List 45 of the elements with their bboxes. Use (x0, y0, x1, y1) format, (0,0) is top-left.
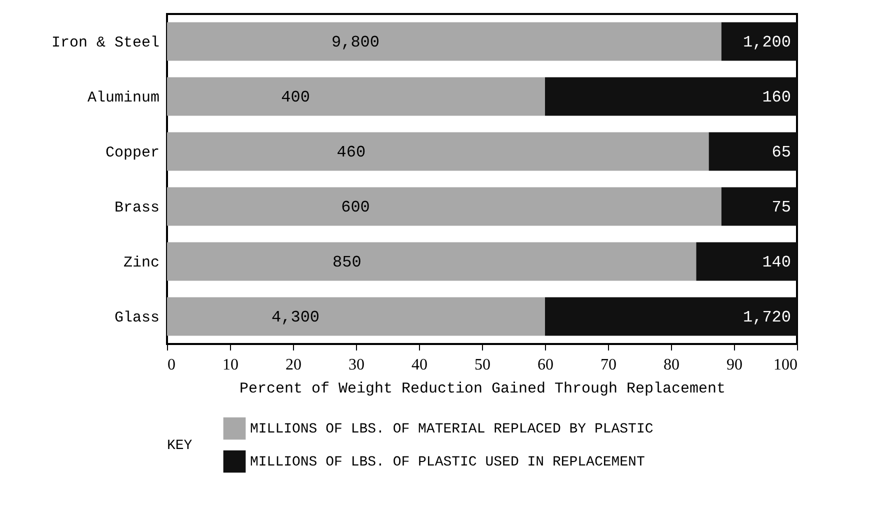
bar (721, 22, 797, 61)
y-tick-label: Glass (114, 310, 160, 326)
annotation: 4,300 (272, 308, 320, 326)
x-tick-label: 40 (412, 356, 428, 374)
bar (545, 77, 797, 116)
annotation: 140 (762, 254, 791, 272)
x-tick-label: 100 (774, 356, 798, 374)
annotation: 400 (281, 88, 310, 106)
y-tick-label: Zinc (123, 254, 160, 272)
annotation: 160 (762, 88, 791, 106)
annotation: 65 (772, 144, 791, 162)
legend-label: MILLIONS OF LBS. OF MATERIAL REPLACED BY PLASTIC (250, 422, 654, 438)
bar (167, 297, 545, 336)
bar (696, 242, 797, 281)
annotation: 460 (336, 144, 366, 162)
x-tick-label: 80 (664, 356, 680, 374)
annotation: 9,800 (331, 34, 380, 52)
x-tick-label: 90 (726, 356, 742, 374)
y-tick-label: Iron & Steel (51, 34, 160, 52)
annotation: 75 (772, 198, 791, 216)
x-tick-label: 0 (168, 356, 176, 374)
annotation: 850 (332, 254, 362, 272)
x-tick-label: 50 (474, 356, 490, 374)
bar (708, 132, 797, 171)
x-tick-label: 60 (538, 356, 554, 374)
bar (545, 297, 797, 336)
y-tick-label: Aluminum (87, 90, 160, 106)
annotation: 600 (341, 198, 370, 216)
annotation: 1,200 (742, 34, 791, 52)
bar (167, 132, 709, 171)
bar (167, 22, 722, 61)
x-tick-label: 30 (348, 356, 364, 374)
bar (721, 187, 797, 226)
annotation: 1,720 (742, 308, 791, 326)
x-tick-label: 20 (286, 356, 302, 374)
bar (167, 77, 545, 116)
bar (167, 187, 722, 226)
bar (167, 242, 696, 281)
legend-label: MILLIONS OF LBS. OF PLASTIC USED IN REPLACEMENT (250, 454, 645, 470)
x-tick-label: 70 (600, 356, 616, 374)
x-axis-title: Percent of Weight Reduction Gained Through Replacement (239, 380, 726, 398)
x-tick-label: 10 (222, 356, 238, 374)
y-tick-label: Brass (114, 200, 160, 216)
y-tick-label: Copper (105, 144, 160, 162)
legend-title: KEY (167, 438, 193, 454)
